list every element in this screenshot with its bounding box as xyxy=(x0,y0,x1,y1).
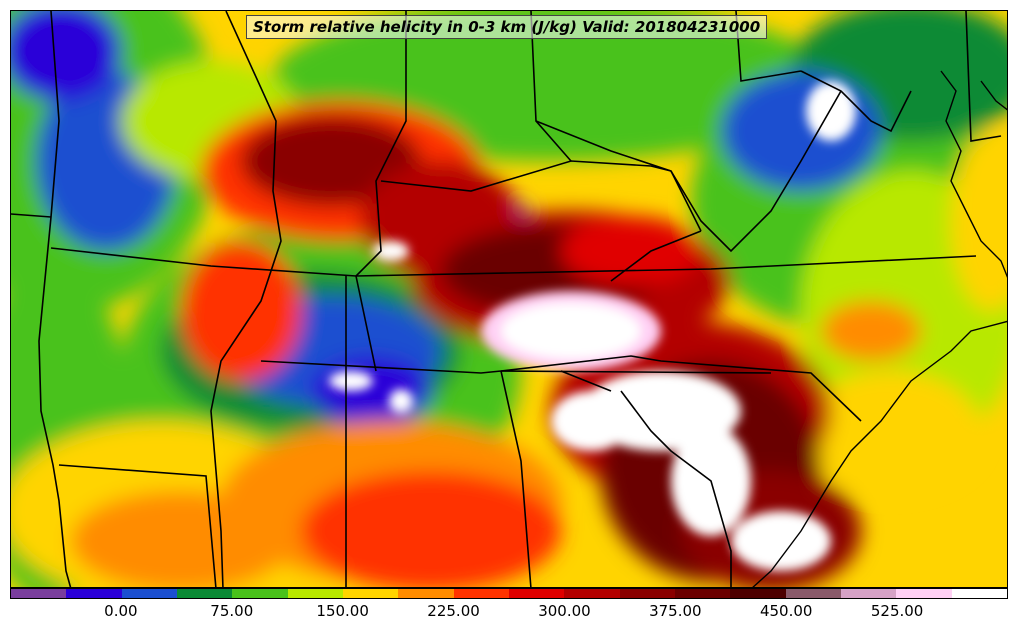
colorbar-segment xyxy=(619,589,675,598)
colorbar-tick-label: 150.00 xyxy=(316,602,369,620)
coastline xyxy=(752,70,1007,587)
colorbar-tick-label: 75.00 xyxy=(210,602,254,620)
colorbar-tick-label: 225.00 xyxy=(427,602,480,620)
map-panel xyxy=(10,10,1008,588)
colorbar-tick-label: 525.00 xyxy=(870,602,924,620)
colorbar-segment xyxy=(287,589,343,598)
colorbar xyxy=(10,588,1008,599)
colorbar-segment xyxy=(674,589,731,598)
colorbar-tick-label: 300.00 xyxy=(538,602,591,620)
colorbar-segment xyxy=(785,589,841,598)
colorbar-segment xyxy=(121,589,177,598)
colorbar-tick-label: 450.00 xyxy=(759,602,813,620)
map-title: Storm relative helicity in 0-3 km (J/kg)… xyxy=(246,15,768,39)
state-boundaries xyxy=(11,11,1002,587)
colorbar-segment xyxy=(508,589,565,598)
colorbar-segment xyxy=(232,589,288,598)
colorbar-segment xyxy=(564,589,620,598)
helicity-field xyxy=(11,11,1007,587)
colorbar-segment xyxy=(730,589,786,598)
colorbar-labels: 0.00 75.00 150.00 225.00 300.00 375.00 450.00 5… xyxy=(10,602,1008,624)
colorbar-tick-label: 0.00 xyxy=(104,602,138,620)
colorbar-segment xyxy=(398,589,454,598)
colorbar-segment xyxy=(951,589,1007,598)
helicity-map xyxy=(11,11,1007,587)
colorbar-segment xyxy=(840,589,897,598)
colorbar-tick-label: 375.00 xyxy=(649,602,702,620)
colorbar-segment xyxy=(453,589,509,598)
colorbar-segment xyxy=(176,589,233,598)
colorbar-segment xyxy=(66,589,122,598)
colorbar-segment xyxy=(342,589,399,598)
colorbar-segment xyxy=(896,589,952,598)
colorbar-segment xyxy=(11,589,67,598)
